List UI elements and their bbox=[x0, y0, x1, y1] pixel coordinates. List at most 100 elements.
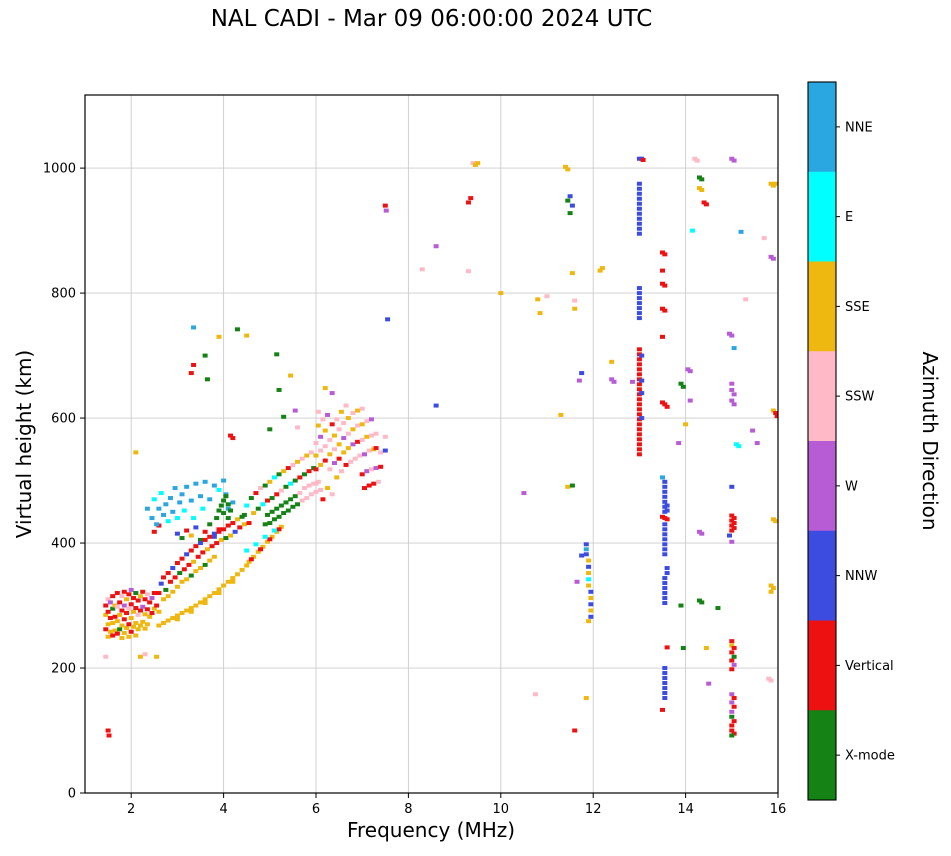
echo-point bbox=[151, 606, 157, 611]
echo-point bbox=[147, 614, 153, 619]
echo-point bbox=[244, 333, 250, 338]
echo-point bbox=[597, 268, 603, 273]
echo-point bbox=[179, 492, 185, 497]
echo-point bbox=[244, 563, 250, 568]
echo-point bbox=[325, 486, 331, 491]
echo-point bbox=[729, 723, 735, 728]
echo-point bbox=[364, 419, 370, 424]
echo-point bbox=[588, 589, 594, 594]
echo-point bbox=[382, 448, 388, 453]
echo-point bbox=[107, 616, 113, 621]
y-tick-label: 600 bbox=[51, 412, 76, 427]
echo-point bbox=[179, 611, 185, 616]
echo-point bbox=[241, 512, 247, 517]
echo-point bbox=[636, 437, 642, 442]
echo-point bbox=[419, 267, 425, 272]
echo-point bbox=[662, 522, 668, 527]
echo-point bbox=[636, 181, 642, 186]
x-tick-label: 8 bbox=[404, 802, 412, 817]
echo-point bbox=[149, 611, 155, 616]
echo-point bbox=[736, 444, 742, 449]
echo-point bbox=[218, 537, 224, 542]
echo-point bbox=[731, 516, 737, 521]
echo-point bbox=[636, 301, 642, 306]
echo-point bbox=[174, 561, 180, 566]
echo-point bbox=[609, 359, 615, 364]
echo-point bbox=[301, 472, 307, 477]
echo-point bbox=[140, 619, 146, 624]
echo-point bbox=[147, 600, 153, 605]
colorbar-tick-label: Vertical bbox=[845, 659, 894, 674]
echo-point bbox=[200, 506, 206, 511]
echo-point bbox=[521, 491, 527, 496]
echo-point bbox=[699, 600, 705, 605]
echo-point bbox=[636, 231, 642, 236]
echo-point bbox=[729, 398, 735, 403]
echo-point bbox=[306, 469, 312, 474]
echo-point bbox=[770, 586, 776, 591]
echo-point bbox=[773, 181, 778, 186]
echo-point bbox=[611, 379, 617, 384]
echo-point bbox=[636, 397, 642, 402]
x-tick-label: 10 bbox=[493, 802, 510, 817]
echo-point bbox=[292, 408, 298, 413]
echo-point bbox=[368, 417, 374, 422]
echo-point bbox=[126, 622, 132, 627]
echo-point bbox=[588, 596, 594, 601]
echo-point bbox=[133, 591, 139, 596]
echo-point bbox=[569, 271, 575, 276]
echo-point bbox=[105, 609, 111, 614]
echo-point bbox=[770, 408, 776, 413]
echo-point bbox=[198, 494, 203, 499]
echo-point bbox=[288, 373, 294, 378]
echo-point bbox=[248, 557, 254, 562]
echo-point bbox=[128, 587, 134, 592]
axis-ticks: 2 4 6 8 10 12 14 16 0 200 400 600 800 1000 bbox=[43, 162, 786, 817]
echo-point bbox=[773, 519, 778, 524]
echo-point bbox=[636, 211, 642, 216]
echo-point bbox=[304, 496, 310, 501]
echo-point bbox=[170, 509, 176, 514]
echo-point bbox=[163, 502, 169, 507]
echo-point bbox=[662, 479, 668, 484]
echo-point bbox=[142, 652, 148, 657]
echo-point bbox=[694, 158, 700, 163]
echo-point bbox=[264, 539, 270, 544]
echo-point bbox=[106, 733, 112, 738]
echo-point bbox=[306, 483, 312, 488]
x-tick-label: 2 bbox=[127, 802, 135, 817]
echo-point bbox=[572, 298, 578, 303]
echo-point bbox=[156, 609, 162, 614]
echo-point bbox=[221, 511, 227, 516]
echo-point bbox=[664, 517, 670, 522]
echo-point bbox=[729, 709, 735, 714]
echo-point bbox=[629, 379, 635, 384]
echo-point bbox=[382, 203, 388, 208]
echo-point bbox=[565, 198, 571, 203]
echo-point bbox=[636, 216, 642, 221]
echo-point bbox=[290, 462, 296, 467]
echo-point bbox=[262, 483, 268, 488]
echo-point bbox=[729, 387, 735, 392]
echo-point bbox=[565, 484, 571, 489]
echo-point bbox=[662, 484, 668, 489]
echo-point bbox=[174, 516, 180, 521]
echo-point bbox=[167, 579, 173, 584]
echo-point bbox=[142, 626, 148, 631]
echo-point bbox=[221, 498, 227, 503]
echo-point bbox=[274, 492, 280, 497]
echo-point bbox=[126, 592, 132, 597]
echo-point bbox=[433, 403, 439, 408]
echo-point bbox=[119, 594, 125, 599]
echo-point bbox=[770, 256, 776, 261]
echo-point bbox=[329, 492, 335, 497]
echo-point bbox=[350, 411, 356, 416]
echo-point bbox=[731, 719, 737, 724]
echo-point bbox=[103, 603, 109, 608]
echo-point bbox=[225, 502, 231, 507]
echo-point bbox=[636, 186, 642, 191]
echo-point bbox=[743, 297, 749, 302]
echo-point bbox=[636, 191, 642, 196]
echo-point bbox=[345, 446, 351, 451]
echo-point bbox=[586, 558, 592, 563]
